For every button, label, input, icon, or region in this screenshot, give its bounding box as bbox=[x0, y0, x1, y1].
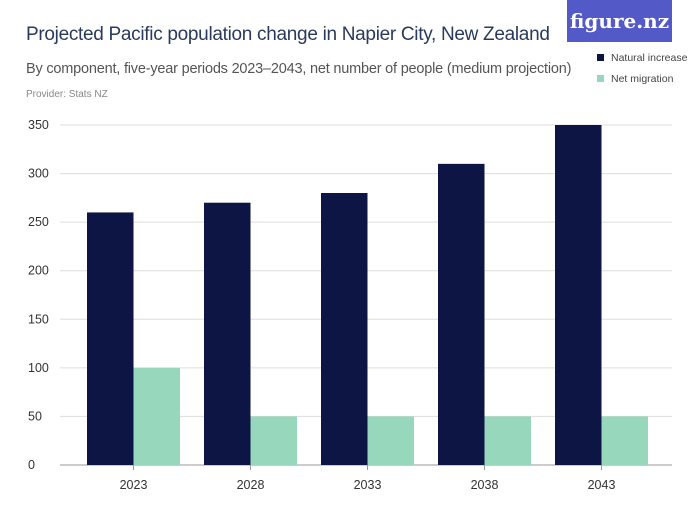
x-tick-label: 2033 bbox=[354, 478, 382, 492]
figure-nz-logo[interactable]: figure.nz bbox=[567, 0, 672, 42]
x-tick-label: 2043 bbox=[588, 478, 616, 492]
y-tick-label: 300 bbox=[28, 167, 49, 181]
bar-net-migration bbox=[367, 416, 414, 465]
x-tick-label: 2023 bbox=[120, 478, 148, 492]
y-tick-label: 250 bbox=[28, 215, 49, 229]
x-tick-label: 2028 bbox=[237, 478, 265, 492]
bar-natural-increase bbox=[204, 202, 251, 465]
legend: Natural increase Net migration bbox=[597, 47, 687, 89]
bar-natural-increase bbox=[438, 163, 485, 465]
y-tick-label: 0 bbox=[28, 458, 35, 472]
legend-swatch bbox=[597, 75, 604, 82]
legend-label: Natural increase bbox=[611, 51, 688, 64]
chart-subtitle: By component, five-year periods 2023–204… bbox=[26, 61, 572, 77]
chart-title: Projected Pacific population change in N… bbox=[26, 24, 550, 45]
legend-item-net-migration: Net migration bbox=[597, 68, 687, 89]
provider-label: Provider: Stats NZ bbox=[26, 89, 108, 100]
bar-net-migration bbox=[250, 416, 297, 465]
y-tick-label: 150 bbox=[28, 312, 49, 326]
bar-natural-increase bbox=[87, 212, 134, 465]
bar-net-migration bbox=[601, 416, 648, 465]
bar-net-migration bbox=[484, 416, 531, 465]
legend-label: Net migration bbox=[611, 72, 674, 85]
bar-natural-increase bbox=[321, 193, 368, 465]
bar-natural-increase bbox=[555, 125, 602, 465]
legend-swatch bbox=[597, 54, 604, 61]
y-tick-label: 350 bbox=[28, 118, 49, 132]
y-tick-label: 200 bbox=[28, 264, 49, 278]
y-tick-label: 50 bbox=[28, 409, 42, 423]
legend-item-natural-increase: Natural increase bbox=[597, 47, 687, 68]
x-tick-label: 2038 bbox=[471, 478, 499, 492]
y-tick-label: 100 bbox=[28, 361, 49, 375]
bar-net-migration bbox=[133, 367, 180, 465]
